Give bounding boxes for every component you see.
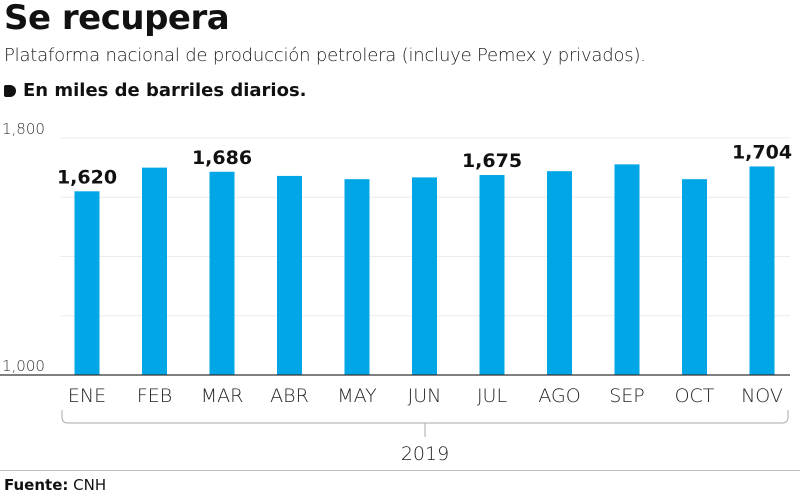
x-tick-label: ABR [270, 385, 309, 407]
bar-abr [277, 175, 302, 375]
data-label: 1,620 [57, 166, 117, 188]
bar-feb [142, 167, 167, 375]
year-label: 2019 [401, 443, 449, 465]
bar-ago [547, 171, 572, 375]
bar-chart: 1,000 1,800 ENE FEB MAR ABR MAY JUN JUL AGO SEP OC… [0, 120, 792, 465]
bar-mar [209, 171, 235, 375]
x-tick-label: FEB [137, 385, 172, 407]
y-axis-ticks: 1,000 1,800 [2, 120, 45, 375]
x-tick-label: NOV [741, 385, 783, 407]
chart-title: Se recupera [4, 0, 230, 38]
y-tick-label: 1,000 [2, 357, 45, 375]
x-tick-label: OCT [675, 385, 715, 407]
bar-ene [74, 191, 100, 375]
bar-nov [749, 166, 775, 375]
data-label: 1,686 [192, 147, 252, 169]
unit-note-text: En miles de barriles diarios. [23, 80, 307, 101]
bar-oct [682, 179, 707, 375]
bullet-icon [4, 84, 16, 97]
bar-jun [412, 177, 437, 375]
bar-sep [614, 164, 640, 375]
bar-jul [479, 175, 505, 375]
x-tick-label: MAY [337, 385, 377, 407]
x-tick-label: SEP [609, 385, 645, 407]
unit-note: En miles de barriles diarios. [4, 80, 307, 101]
bar-may [344, 179, 370, 375]
x-axis-labels: ENE FEB MAR ABR MAY JUN JUL AGO SEP OCT NOV [68, 385, 783, 407]
x-tick-label: MAR [201, 385, 244, 407]
source-label: Fuente: [4, 476, 69, 494]
chart-subtitle: Plataforma nacional de producción petrol… [4, 45, 646, 66]
year-bracket [61, 410, 789, 424]
x-tick-label: AGO [538, 385, 580, 407]
x-tick-label: JUL [477, 385, 507, 407]
source-value: CNH [73, 476, 107, 494]
x-tick-label: ENE [68, 385, 106, 407]
data-label: 1,675 [462, 150, 522, 172]
data-labels: 1,620 1,686 1,675 1,704 [57, 141, 792, 188]
source-note: Fuente: CNH [4, 476, 106, 494]
bars [74, 164, 775, 375]
x-tick-label: JUN [408, 385, 442, 407]
data-label: 1,704 [732, 141, 792, 163]
footer-divider [0, 470, 800, 471]
y-tick-label: 1,800 [2, 120, 45, 138]
